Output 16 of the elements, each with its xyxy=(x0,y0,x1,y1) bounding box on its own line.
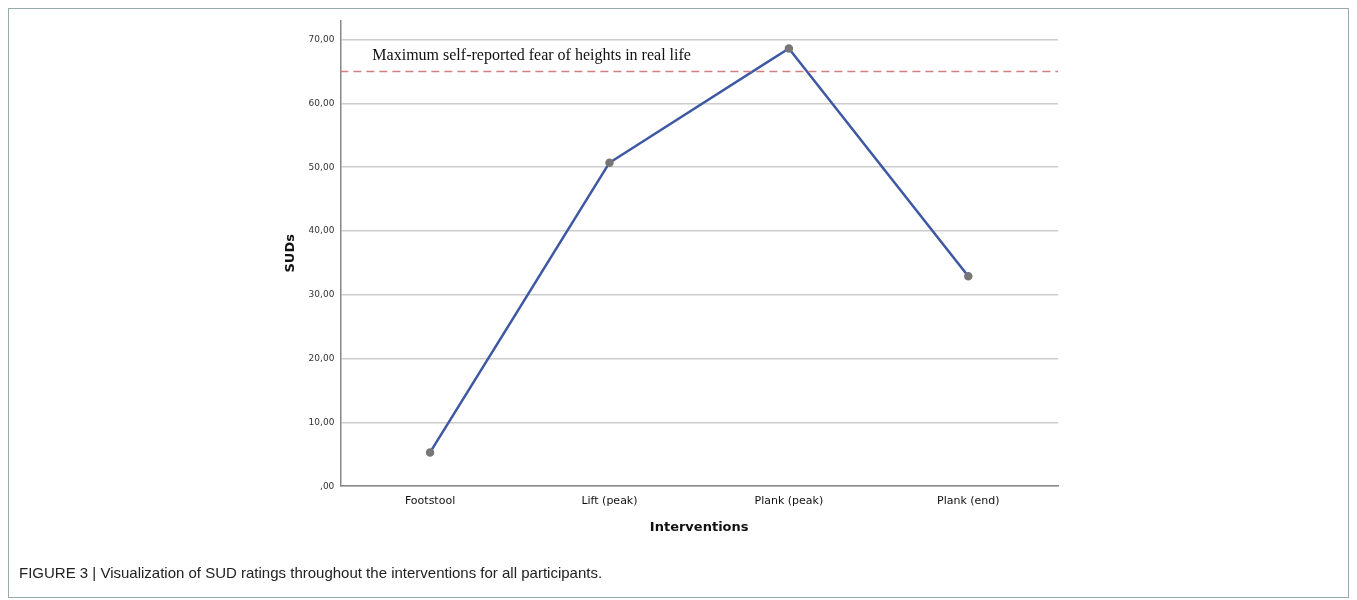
y-tick-label: 30,00 xyxy=(308,289,335,300)
y-tick-label: 70,00 xyxy=(308,33,335,44)
x-tick-label: Lift (peak) xyxy=(581,493,638,507)
ref-line-label: Maximum self-reported fear of heights in real life xyxy=(372,45,691,64)
x-tick-label: Footstool xyxy=(404,493,456,507)
x-tick-label: Plank (end) xyxy=(937,493,1000,507)
y-tick-label: 40,00 xyxy=(308,225,335,236)
y-tick-label: 20,00 xyxy=(308,352,335,363)
x-axis-title: Interventions xyxy=(649,518,749,534)
y-axis-title: SUDs xyxy=(282,233,298,273)
caption: FIGURE 3 | Visualization of SUD ratings throughout the interventions for all participants. xyxy=(19,564,603,581)
x-tick-label: Plank (peak) xyxy=(754,493,824,507)
y-tick-label: 50,00 xyxy=(308,161,335,172)
y-tick-label: ,00 xyxy=(320,480,335,491)
y-tick-label: 10,00 xyxy=(308,416,335,427)
y-tick-label: 60,00 xyxy=(308,97,335,108)
